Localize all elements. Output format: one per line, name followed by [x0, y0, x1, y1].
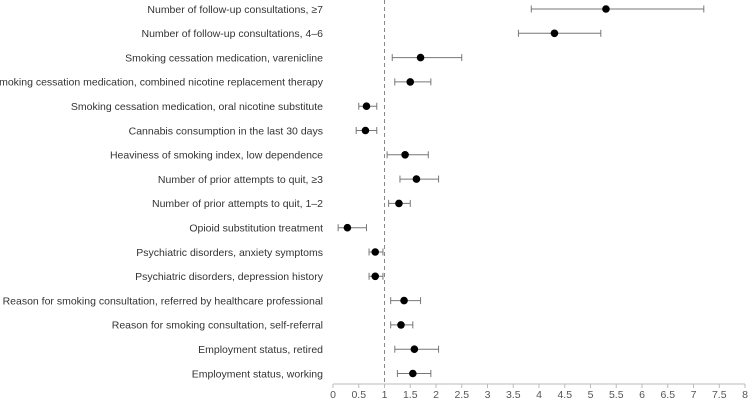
- x-tick-label: 4: [536, 389, 542, 401]
- x-tick-label: 3.5: [506, 389, 521, 401]
- x-tick-label: 1: [382, 389, 388, 401]
- row-label: Reason for smoking consultation, referre…: [3, 295, 323, 307]
- x-tick-label: 7.5: [712, 389, 727, 401]
- row-label: Employment status, working: [192, 368, 323, 380]
- estimate-point: [409, 369, 417, 378]
- row-label: Number of follow-up consultations, ≥7: [147, 4, 323, 16]
- estimate-point: [397, 321, 405, 329]
- estimate-point: [371, 248, 380, 256]
- row-labels: Number of follow-up consultations, ≥7 Num…: [0, 4, 324, 380]
- estimate-point: [343, 223, 352, 232]
- x-tick-label: 6.5: [660, 389, 675, 401]
- x-tick-label: 3: [485, 389, 491, 401]
- row-label: Smoking cessation medication, combined n…: [0, 77, 324, 89]
- estimate-point: [602, 5, 610, 13]
- estimate-point: [361, 126, 370, 135]
- x-tick-label: 1.5: [403, 389, 418, 401]
- row-label: Cannabis consumption in the last 30 days: [129, 125, 323, 137]
- x-tick-label: 6: [639, 389, 645, 401]
- row-label: Reason for smoking consultation, self-re…: [112, 320, 323, 332]
- estimate-point: [416, 53, 425, 62]
- estimate-point: [412, 175, 421, 183]
- x-tick-label: 2.5: [454, 389, 469, 401]
- x-tick-label: 8: [742, 389, 748, 401]
- x-tick-label: 0: [330, 389, 336, 401]
- row-label: Employment status, retired: [198, 344, 323, 356]
- x-tick-label: 4.5: [557, 389, 572, 401]
- row-label: Heaviness of smoking index, low dependen…: [110, 150, 323, 162]
- row-label: Opioid substitution treatment: [189, 223, 323, 235]
- x-axis: 0 0.5 1 1.5 2 2.5 3 3.5 4 4.5 5 5.5 6 6.5 7 7.5 8: [330, 383, 748, 401]
- estimate-point: [410, 345, 419, 354]
- row-label: Psychiatric disorders, anxiety symptoms: [136, 247, 323, 259]
- x-tick-label: 7: [691, 389, 697, 401]
- x-tick-label: 5: [588, 389, 594, 401]
- estimate-point: [550, 29, 559, 38]
- estimate-point: [401, 151, 409, 159]
- estimate-marks: [337, 5, 705, 378]
- estimate-point: [371, 272, 380, 281]
- x-tick-label: 5.5: [609, 389, 624, 401]
- x-tick-label: 0.5: [351, 389, 366, 401]
- estimate-point: [362, 102, 371, 110]
- row-label: Number of prior attempts to quit, ≥3: [158, 174, 323, 186]
- estimate-point: [406, 78, 415, 86]
- estimate-point: [395, 199, 403, 208]
- row-label: Psychiatric disorders, depression histor…: [135, 271, 324, 283]
- row-label: Smoking cessation medication, oral nicot…: [71, 101, 323, 113]
- row-label: Number of prior attempts to quit, 1–2: [152, 198, 323, 210]
- estimate-point: [400, 296, 408, 305]
- row-label: Smoking cessation medication, vareniclin…: [125, 52, 323, 64]
- row-label: Number of follow-up consultations, 4–6: [141, 28, 323, 40]
- x-tick-label: 2: [433, 389, 439, 401]
